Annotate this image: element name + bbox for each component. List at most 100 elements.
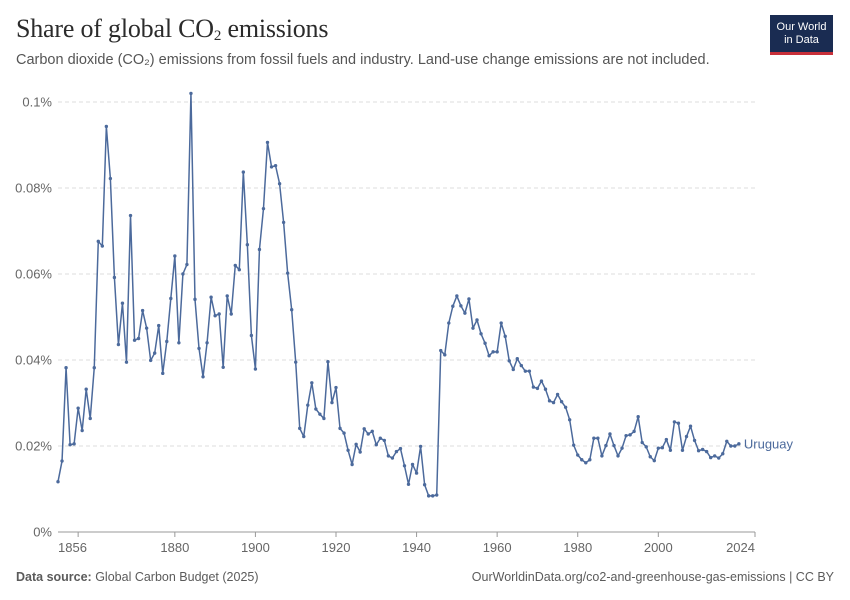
x-tick-label: 2000	[644, 540, 673, 555]
data-point	[181, 272, 185, 276]
data-point	[447, 321, 451, 325]
data-point	[322, 416, 326, 421]
y-tick-label: 0.08%	[15, 181, 52, 196]
data-point	[680, 448, 685, 452]
data-point	[418, 444, 423, 449]
data-point	[435, 493, 439, 497]
data-point	[116, 342, 121, 347]
data-point	[197, 346, 201, 351]
data-point	[233, 263, 237, 268]
data-point	[136, 336, 141, 341]
x-tick-label: 1880	[160, 540, 189, 555]
data-point	[487, 354, 491, 358]
data-point	[249, 333, 254, 338]
x-tick-label: 1900	[241, 540, 270, 555]
data-point	[72, 442, 76, 446]
data-point	[229, 312, 233, 316]
line-chart: 0%0.02%0.04%0.06%0.08%0.1% 1856 1880 1900 1…	[15, 91, 794, 555]
data-point	[495, 350, 499, 354]
data-point	[660, 446, 665, 450]
data-point	[704, 449, 709, 454]
data-point	[604, 443, 608, 448]
data-point	[253, 367, 258, 371]
data-source: Data source: Global Carbon Budget (2025)	[16, 570, 259, 584]
data-point	[80, 428, 84, 433]
data-point	[692, 438, 697, 443]
data-point	[648, 455, 652, 459]
data-point	[608, 432, 612, 436]
data-point	[463, 311, 467, 315]
x-tick-label: 1940	[402, 540, 431, 555]
grid-lines: 0% 0.02% 0.04% 0.06% 0.08% 0.1%	[15, 95, 755, 540]
y-tick-label: 0.1%	[22, 95, 52, 110]
data-point	[152, 351, 157, 355]
data-point	[237, 268, 241, 272]
data-point	[302, 434, 306, 439]
source-url[interactable]: OurWorldinData.org/co2-and-greenhouse-ga…	[471, 570, 834, 584]
data-point	[294, 360, 298, 364]
data-point	[426, 494, 431, 498]
y-tick-label: 0.02%	[15, 439, 52, 454]
data-point	[672, 420, 677, 424]
data-point	[475, 318, 479, 322]
data-point	[269, 165, 274, 169]
data-point	[314, 407, 318, 411]
data-point	[547, 399, 552, 403]
data-point	[733, 444, 737, 448]
data-point	[592, 436, 596, 440]
y-tick-label: 0%	[33, 525, 52, 540]
data-point	[100, 244, 105, 248]
data-point	[213, 314, 217, 318]
data-point	[185, 262, 189, 267]
data-point	[144, 326, 149, 330]
data-point	[612, 443, 616, 448]
data-point	[310, 381, 314, 385]
data-point	[596, 436, 600, 440]
data-point	[112, 275, 117, 280]
data-point	[161, 371, 165, 376]
data-point	[84, 387, 88, 391]
data-point	[717, 456, 721, 460]
data-point	[358, 450, 362, 454]
data-point	[88, 416, 92, 421]
data-point	[636, 415, 640, 419]
data-point	[455, 294, 459, 298]
data-point	[451, 304, 455, 308]
data-point	[616, 454, 620, 458]
series-line-uruguay	[57, 92, 740, 497]
data-point	[330, 400, 334, 405]
data-point	[132, 338, 137, 342]
data-point	[298, 426, 302, 431]
data-point	[120, 301, 125, 305]
data-point	[539, 379, 544, 383]
data-point	[265, 140, 270, 145]
data-point	[652, 458, 656, 463]
data-point	[737, 442, 741, 446]
data-point	[225, 294, 229, 298]
data-point	[362, 427, 366, 431]
data-point	[600, 454, 604, 458]
data-point	[261, 206, 266, 211]
data-point	[193, 297, 197, 302]
data-point	[354, 442, 358, 446]
data-point	[700, 447, 705, 452]
data-point	[96, 239, 100, 244]
data-point	[306, 403, 310, 407]
data-point	[721, 452, 725, 456]
data-point	[725, 439, 729, 443]
data-point	[92, 366, 96, 370]
data-point	[124, 360, 129, 364]
data-point	[624, 433, 628, 438]
series-label-uruguay: Uruguay	[744, 436, 794, 451]
data-point	[173, 254, 177, 258]
data-point	[382, 438, 387, 443]
data-point	[201, 375, 205, 379]
data-point	[277, 182, 282, 186]
data-point	[128, 213, 133, 218]
data-point	[584, 461, 588, 465]
data-point	[499, 321, 503, 325]
data-point	[576, 453, 580, 457]
owid-logo[interactable]: Our World in Data	[770, 15, 833, 55]
data-point	[285, 271, 290, 275]
data-point	[696, 449, 701, 453]
